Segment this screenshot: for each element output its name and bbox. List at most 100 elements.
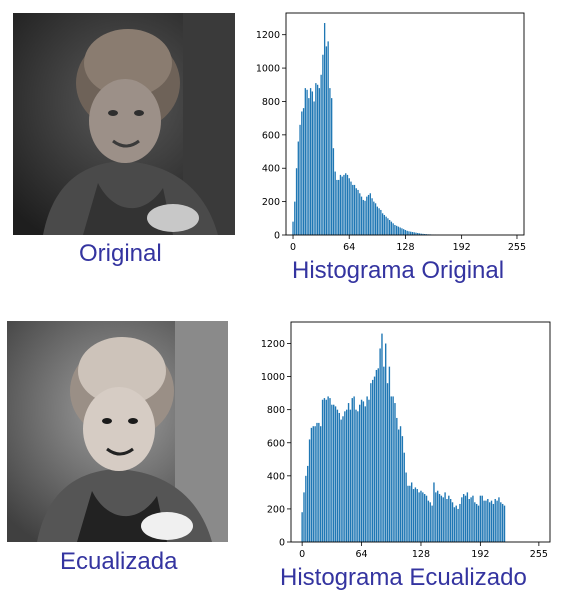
portrait-equalized-photo-icon: [7, 321, 228, 542]
histogram-bar: [387, 383, 388, 542]
histogram-bar: [457, 509, 458, 542]
histogram-bar: [363, 401, 364, 542]
histogram-bar: [410, 232, 411, 235]
histogram-bar: [446, 499, 447, 542]
equalized-caption: Ecualizada: [60, 548, 177, 576]
histogram-bar: [320, 75, 321, 235]
histogram-bar: [380, 210, 381, 235]
histogram-bar: [312, 91, 313, 235]
histogram-bar: [370, 193, 371, 235]
histogram-bar: [401, 228, 402, 235]
histogram-bar: [343, 175, 344, 235]
histogram-bar: [431, 506, 432, 542]
x-tick-label: 0: [299, 549, 305, 560]
histogram-bar: [389, 367, 390, 542]
y-tick-label: 600: [267, 438, 285, 449]
histogram-bar: [364, 201, 365, 235]
histogram-bar: [354, 185, 355, 235]
equalized-histogram: 0 64 128 192 255 0 200 400 600 800 1000 1200: [250, 318, 555, 568]
original-histogram-title: Histograma Original: [292, 257, 504, 285]
y-tick-label: 1200: [256, 30, 280, 41]
x-tick-label: 192: [453, 242, 471, 253]
bars: [301, 334, 505, 542]
histogram-bar: [408, 231, 409, 235]
histogram-bar: [349, 178, 350, 235]
histogram-bar: [378, 368, 379, 542]
histogram-bar: [379, 348, 380, 542]
histogram-bar: [336, 180, 337, 235]
histogram-bar: [465, 496, 466, 542]
histogram-bar: [470, 497, 471, 542]
histogram-bar: [329, 398, 330, 542]
original-caption: Original: [79, 240, 162, 268]
histogram-bar: [405, 230, 406, 235]
histogram-bar: [359, 193, 360, 235]
histogram-bar: [387, 218, 388, 235]
histogram-bar: [307, 466, 308, 542]
histogram-bar: [417, 489, 418, 542]
histogram-bar: [305, 476, 306, 542]
histogram-bar: [352, 398, 353, 542]
histogram-bar: [313, 101, 314, 235]
histogram-bar: [366, 396, 367, 542]
histogram-bar: [483, 501, 484, 542]
histogram-bar: [435, 492, 436, 542]
original-histogram: 0 64 128 192 255 0 200 400 600 800 1000 1200: [250, 10, 550, 290]
histogram-bar: [496, 501, 497, 542]
equalized-photo: [7, 321, 228, 542]
x-tick-label: 255: [508, 242, 526, 253]
histogram-bar: [313, 426, 314, 542]
histogram-bar: [403, 229, 404, 235]
histogram-bar: [305, 88, 306, 235]
histogram-bar: [318, 423, 319, 542]
y-tick-label: 400: [267, 471, 285, 482]
histogram-bar: [430, 502, 431, 542]
histogram-bar: [491, 501, 492, 542]
x-tick-label: 0: [290, 242, 296, 253]
histogram-bar: [365, 406, 366, 542]
histogram-bar: [345, 173, 346, 235]
histogram-bar: [383, 367, 384, 542]
histogram-bar: [398, 430, 399, 542]
histogram-bar: [409, 486, 410, 542]
histogram-bar: [324, 23, 325, 235]
histogram-bar: [396, 226, 397, 235]
histogram-bar: [381, 334, 382, 542]
equalized-histogram-svg: 0 64 128 192 255020040060080010001200: [250, 318, 555, 568]
histogram-bar: [415, 487, 416, 542]
histogram-bar: [303, 108, 304, 235]
histogram-bar: [372, 380, 373, 542]
histogram-bar: [333, 405, 334, 542]
histogram-bar: [327, 396, 328, 542]
y-tick-label: 1000: [256, 64, 280, 75]
histogram-bar: [326, 46, 327, 235]
histogram-bar: [384, 215, 385, 235]
histogram-bar: [335, 172, 336, 235]
histogram-bar: [361, 400, 362, 542]
equalized-histogram-title: Histograma Ecualizado: [280, 564, 527, 592]
histogram-bar: [308, 98, 309, 235]
histogram-bar: [344, 411, 345, 542]
histogram-bar: [404, 453, 405, 542]
histogram-bar: [311, 428, 312, 542]
x-tick-label: 192: [471, 549, 489, 560]
histogram-bar: [391, 396, 392, 542]
histogram-bar: [467, 492, 468, 542]
histogram-bar: [392, 223, 393, 235]
histogram-bar: [322, 400, 323, 542]
y-tick-label: 0: [279, 538, 285, 549]
histogram-bar: [357, 190, 358, 235]
histogram-bar: [363, 200, 364, 235]
histogram-bar: [368, 195, 369, 235]
histogram-bar: [324, 398, 325, 542]
histogram-bar: [498, 497, 499, 542]
histogram-bar: [413, 489, 414, 542]
histogram-bar: [439, 494, 440, 542]
histogram-bar: [331, 405, 332, 542]
histogram-bar: [452, 502, 453, 542]
histogram-bar: [348, 403, 349, 542]
histogram-bar: [373, 202, 374, 235]
histogram-bar: [335, 406, 336, 542]
histogram-bar: [407, 486, 408, 542]
histogram-bar: [340, 420, 341, 542]
